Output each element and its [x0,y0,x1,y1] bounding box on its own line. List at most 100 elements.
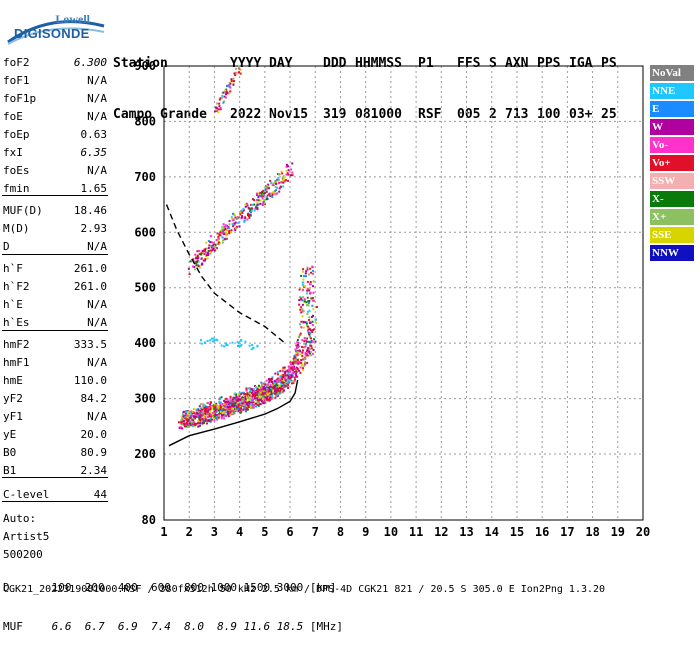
data-point [246,204,249,207]
data-point [204,255,207,258]
data-point [302,275,305,278]
data-point [297,361,300,364]
data-point [228,408,231,411]
data-point [266,393,269,396]
data-point [204,405,207,408]
data-point [212,247,215,250]
data-point [291,374,294,377]
y-tick-label: 500 [134,281,156,295]
x-tick-label: 5 [261,525,268,539]
data-point [243,398,246,401]
data-point [297,341,300,344]
data-point [246,218,249,221]
data-point [299,350,302,353]
data-point [312,314,315,317]
data-point [292,357,295,360]
data-point [294,359,297,362]
data-point [286,172,289,175]
header-labels-row: Station YYYY DAY DDD HHMMSS P1 FFS S AXN… [113,55,625,72]
data-point [218,98,221,101]
data-point [237,393,240,396]
data-point [272,182,275,185]
data-point [300,359,303,362]
data-point [221,228,224,231]
data-point [306,349,309,352]
data-point [261,202,264,205]
data-point [198,405,201,408]
data-point [233,223,236,226]
data-point [180,419,183,422]
data-point [202,411,205,414]
data-point [240,339,243,342]
data-point [315,321,318,324]
data-point [297,362,300,365]
data-point [301,367,304,370]
data-point [201,405,204,408]
data-point [225,93,228,96]
data-point [295,352,298,355]
data-point [307,304,310,307]
data-point [246,393,249,396]
data-point [200,253,203,256]
data-point [266,400,269,403]
data-point [287,386,290,389]
data-point [270,182,273,185]
data-point [194,417,197,420]
data-point [251,204,254,207]
data-point [232,410,235,413]
header-table: Station YYYY DAY DDD HHMMSS P1 FFS S AXN… [113,21,625,140]
data-point [278,190,281,193]
data-point [306,296,309,299]
data-point [214,243,217,246]
data-point [226,413,229,416]
data-point [286,380,289,383]
data-point [209,415,212,418]
data-point [253,199,256,202]
scaled-param-value: 261.0 [73,280,107,293]
y-tick-label: 900 [134,59,156,73]
data-point [259,202,262,205]
data-point [225,90,228,93]
data-point [305,322,308,325]
data-point [185,419,188,422]
data-point [305,339,308,342]
data-point [277,182,280,185]
data-point [197,256,200,259]
data-point [315,318,318,321]
data-point [288,379,291,382]
data-point [287,376,290,379]
data-point [240,409,243,412]
data-point [196,254,199,257]
data-point [195,412,198,415]
data-point [252,397,255,400]
data-point [194,262,197,265]
data-point [291,174,294,177]
data-point [295,370,298,373]
data-point [207,249,210,252]
data-point [199,424,202,427]
data-point [235,227,238,230]
data-point [302,346,305,349]
data-point [223,100,226,103]
data-point [306,354,309,357]
data-point [311,299,314,302]
data-point [222,91,225,94]
data-point [265,198,268,201]
data-point [239,411,242,414]
data-point [281,370,284,373]
data-point [219,97,222,100]
data-point [199,339,202,342]
data-point [281,378,284,381]
data-point [250,203,253,206]
data-point [230,216,233,219]
data-point [248,213,251,216]
data-point [290,363,293,366]
data-point [216,415,219,418]
data-point [298,349,301,352]
data-point [237,342,240,345]
data-point [292,380,295,383]
data-point [227,403,230,406]
data-point [277,179,280,182]
data-point [312,329,315,332]
scaled-param-value: 333.5 [73,338,107,351]
